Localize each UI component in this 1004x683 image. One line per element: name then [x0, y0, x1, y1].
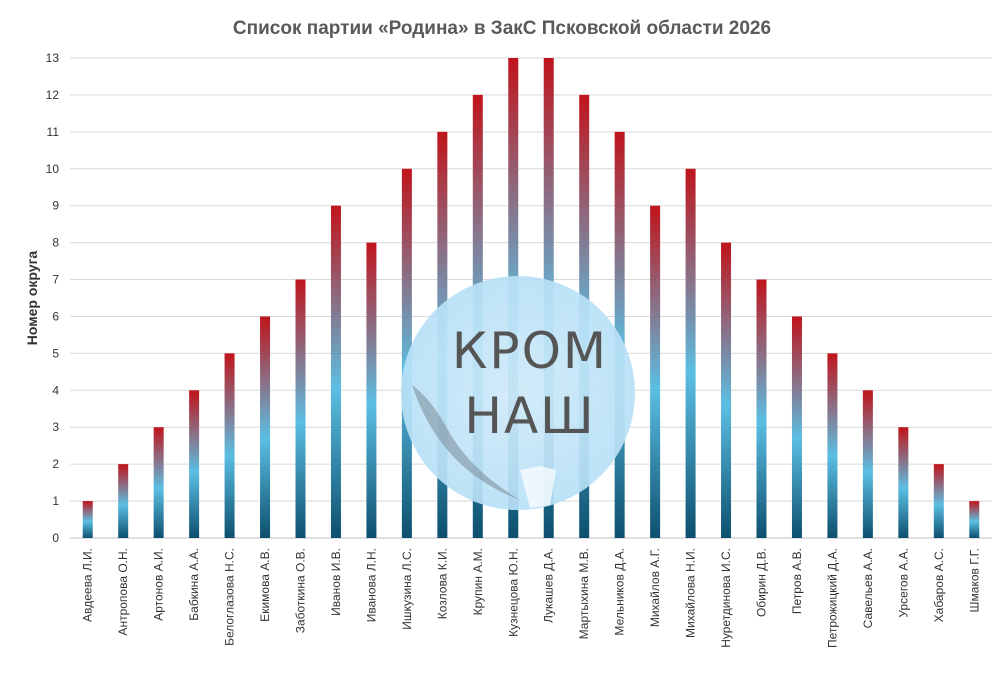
watermark-feather-icon	[412, 385, 520, 500]
y-tick-label: 6	[52, 309, 59, 323]
category-label: Нуретдинова И.С.	[719, 548, 733, 648]
bar	[650, 205, 661, 538]
watermark-kremlin-icon	[520, 466, 556, 508]
chart-title: Список партии «Родина» в ЗакС Псковской …	[233, 18, 771, 39]
y-tick-label: 1	[52, 494, 59, 508]
bar	[827, 353, 838, 538]
bar	[260, 316, 271, 538]
bar	[153, 427, 164, 538]
category-label: Козлова К.И.	[435, 548, 449, 619]
y-tick-label: 4	[52, 383, 59, 397]
bar	[224, 353, 235, 538]
y-axis-label: Номер округа	[24, 251, 40, 346]
category-label: Шмаков Г.Г.	[967, 548, 981, 612]
category-label: Урсегов А.А.	[896, 548, 910, 618]
y-tick-label: 13	[46, 51, 60, 65]
bar	[366, 242, 377, 538]
category-label: Крупин А.М.	[471, 548, 485, 615]
bar	[898, 427, 909, 538]
bar	[791, 316, 802, 538]
y-tick-label: 0	[52, 531, 59, 545]
category-label: Заботкина О.В.	[294, 548, 308, 633]
category-label: Белоглазова Н.С.	[223, 548, 237, 646]
category-label: Ишкузина Л.С.	[400, 548, 414, 630]
category-label: Обирин Д.В.	[755, 548, 769, 617]
watermark-line-2: НАШ	[464, 387, 595, 445]
bar	[118, 464, 129, 538]
y-tick-label: 7	[52, 273, 59, 287]
category-label: Антропова О.Н.	[116, 548, 130, 636]
bar	[862, 390, 873, 538]
bar	[933, 464, 944, 538]
category-label: Екимова А.В.	[258, 548, 272, 622]
category-label: Мельников Д.А.	[613, 548, 627, 636]
bar	[330, 205, 341, 538]
category-label: Савельев А.А.	[861, 548, 875, 628]
category-label: Авдеева Л.И.	[81, 548, 95, 622]
bar	[721, 242, 732, 538]
y-tick-label: 5	[52, 346, 59, 360]
category-label: Бабкина А.А.	[187, 548, 201, 621]
y-tick-label: 8	[52, 236, 59, 250]
category-label: Хабаров А.С.	[932, 548, 946, 622]
category-label: Артонов А.И.	[152, 548, 166, 621]
bar	[756, 279, 767, 538]
bar	[295, 279, 306, 538]
category-label: Лукашев Д.А.	[542, 548, 556, 623]
category-label: Михайлова Н.И.	[684, 548, 698, 638]
y-tick-label: 11	[47, 125, 60, 139]
category-labels: Авдеева Л.И. Антропова О.Н. Артонов А.И. Ба…	[81, 548, 982, 648]
category-label: Иванова Л.Н.	[364, 548, 378, 622]
bar	[82, 501, 93, 538]
y-tick-label: 9	[52, 199, 59, 213]
y-tick-label: 10	[46, 162, 60, 176]
y-tick-label: 3	[52, 420, 59, 434]
bar	[969, 501, 980, 538]
bar	[614, 131, 625, 538]
category-label: Петров А.В.	[790, 548, 804, 614]
bar	[189, 390, 200, 538]
y-tick-label: 12	[46, 88, 60, 102]
watermark-logo: КРОМ НАШ	[401, 276, 635, 510]
y-tick-label: 2	[52, 457, 59, 471]
category-label: Иванов И.В.	[329, 548, 343, 616]
bar	[401, 168, 412, 538]
category-label: Михайлов А.Г.	[648, 548, 662, 627]
bar	[685, 168, 696, 538]
watermark-line-1: КРОМ	[452, 322, 608, 380]
category-label: Мартыхина М.В.	[577, 548, 591, 639]
category-label: Петрожицкий Д.А.	[825, 548, 839, 648]
category-label: Кузнецова Ю.Н.	[506, 548, 520, 637]
